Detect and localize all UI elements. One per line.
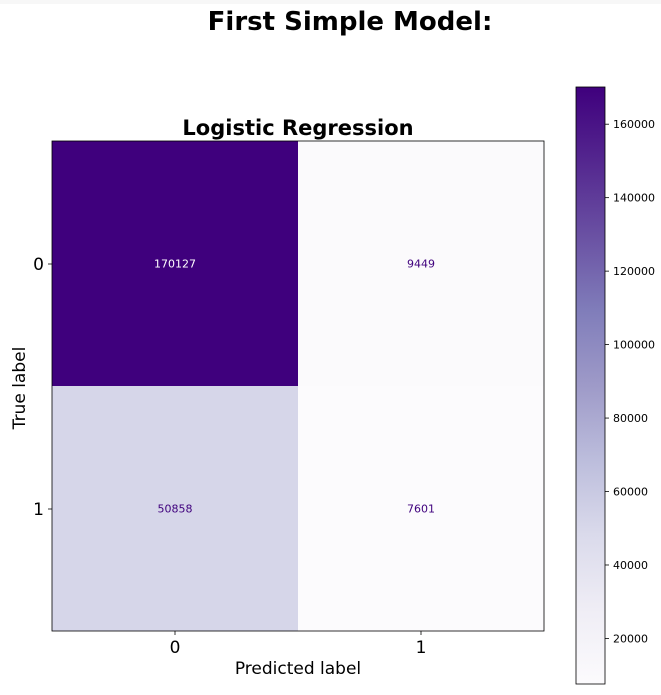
colorbar-frame [575,86,606,685]
colorbar-tick-label-0: 20000 [613,632,648,645]
colorbar-tick-label-6: 140000 [613,192,655,205]
plot-frame [51,140,545,632]
heatmap-cell-0-1 [298,141,544,386]
y-tick-marks [48,263,52,510]
y-axis-label: True label [10,347,30,431]
heatmap-cell-1-0 [52,386,298,631]
heatmap-cells: 170127 9449 50858 7601 [52,141,544,631]
x-tick-marks [174,631,422,635]
colorbar-tick-label-2: 60000 [613,486,648,499]
y-tick-label-0: 0 [33,255,44,275]
colorbar-tick-label-1: 40000 [613,559,648,572]
colorbar-tick-label-4: 100000 [613,339,655,352]
colorbar-ticks: 20000 40000 60000 80000 100000 120000 140000 16… [605,118,655,645]
x-tick-label-1: 1 [416,638,427,658]
heatmap-cell-1-1 [298,386,544,631]
x-tick-label-0: 0 [170,638,181,658]
cell-value-0-0: 170127 [154,258,196,271]
colorbar-tick-label-5: 120000 [613,265,655,278]
colorbar-tick-label-3: 80000 [613,412,648,425]
figure-suptitle: First Simple Model: [208,7,493,37]
y-tick-label-1: 1 [33,500,44,520]
x-axis-label: Predicted label [235,659,361,679]
cell-value-0-1: 9449 [407,258,435,271]
colorbar-tick-label-7: 160000 [613,118,655,131]
colorbar-gradient [576,87,605,684]
chart-title: Logistic Regression [182,116,413,140]
heatmap-cell-0-0 [52,141,298,386]
cell-value-1-1: 7601 [407,503,435,516]
cell-value-1-0: 50858 [158,503,193,516]
top-band [0,0,661,4]
